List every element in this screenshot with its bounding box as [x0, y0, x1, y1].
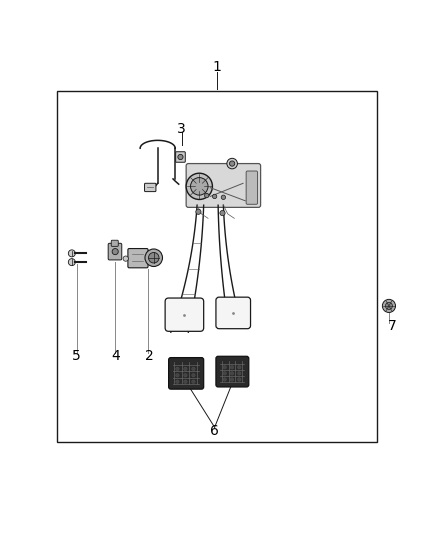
FancyBboxPatch shape [145, 183, 156, 191]
Circle shape [382, 300, 396, 312]
Circle shape [212, 194, 217, 199]
Text: 4: 4 [112, 349, 120, 364]
Circle shape [68, 250, 75, 257]
Circle shape [184, 380, 187, 383]
Circle shape [227, 158, 237, 169]
FancyBboxPatch shape [216, 297, 251, 329]
Circle shape [237, 378, 241, 381]
Circle shape [223, 378, 226, 381]
Circle shape [230, 378, 234, 381]
Circle shape [112, 248, 118, 255]
Circle shape [68, 259, 75, 265]
Circle shape [385, 302, 392, 310]
Circle shape [186, 173, 212, 199]
Text: 2: 2 [145, 349, 153, 364]
FancyBboxPatch shape [216, 356, 249, 387]
Circle shape [237, 372, 241, 375]
Circle shape [205, 193, 209, 198]
Circle shape [230, 366, 234, 369]
Circle shape [192, 374, 195, 377]
FancyBboxPatch shape [246, 171, 258, 204]
Circle shape [196, 209, 201, 214]
Circle shape [184, 367, 187, 370]
FancyBboxPatch shape [169, 358, 204, 389]
Circle shape [192, 367, 195, 370]
Circle shape [221, 195, 226, 199]
Circle shape [178, 155, 183, 159]
Circle shape [220, 211, 225, 216]
FancyBboxPatch shape [176, 152, 185, 162]
Circle shape [145, 249, 162, 266]
FancyBboxPatch shape [165, 298, 204, 332]
Text: 3: 3 [177, 122, 186, 135]
Circle shape [192, 380, 195, 383]
Text: 5: 5 [72, 349, 81, 364]
Circle shape [230, 161, 235, 166]
Text: 1: 1 [212, 60, 221, 74]
Text: 6: 6 [210, 424, 219, 438]
Circle shape [223, 366, 226, 369]
FancyBboxPatch shape [111, 240, 118, 246]
Circle shape [123, 256, 128, 261]
Circle shape [191, 177, 208, 195]
Circle shape [176, 380, 179, 383]
Bar [57, 91, 377, 442]
Circle shape [176, 367, 179, 370]
FancyBboxPatch shape [108, 243, 122, 260]
Circle shape [184, 374, 187, 377]
Circle shape [148, 253, 159, 263]
FancyBboxPatch shape [186, 164, 261, 207]
Circle shape [176, 374, 179, 377]
FancyBboxPatch shape [128, 248, 148, 268]
Circle shape [223, 372, 226, 375]
Text: 7: 7 [388, 319, 396, 333]
Circle shape [237, 366, 241, 369]
Circle shape [230, 372, 234, 375]
